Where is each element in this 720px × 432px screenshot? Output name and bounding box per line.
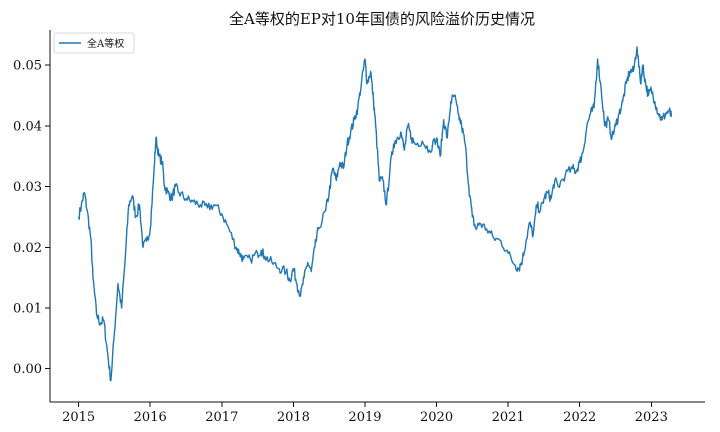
legend-box xyxy=(53,32,135,54)
y-tick-label: 0.02 xyxy=(13,241,42,256)
y-tick-label: 0.05 xyxy=(13,59,42,74)
series-line xyxy=(77,46,673,382)
x-tick-label: 2020 xyxy=(420,410,453,425)
y-tick-label: 0.04 xyxy=(13,119,42,134)
x-tick-label: 2021 xyxy=(492,410,525,425)
y-tick-label: 0.00 xyxy=(13,362,42,377)
x-tick-label: 2018 xyxy=(277,410,310,425)
y-tick-label: 0.01 xyxy=(13,301,42,316)
x-tick-label: 2015 xyxy=(62,410,95,425)
chart-title: 全A等权的EP对10年国债的风险溢价历史情况 xyxy=(229,10,535,28)
x-tick-label: 2017 xyxy=(205,410,238,425)
x-tick-label: 2019 xyxy=(348,410,381,425)
x-tick-label: 2022 xyxy=(563,410,596,425)
y-tick-label: 0.03 xyxy=(13,180,42,195)
legend-label: 全A等权 xyxy=(87,37,124,50)
axis-ticks: 2015 2016 2017 2018 2019 2020 2021 2022 2023 0.00… xyxy=(13,59,668,425)
x-tick-label: 2016 xyxy=(134,410,167,425)
x-tick-label: 2023 xyxy=(635,410,668,425)
legend: 全A等权 xyxy=(53,32,135,54)
